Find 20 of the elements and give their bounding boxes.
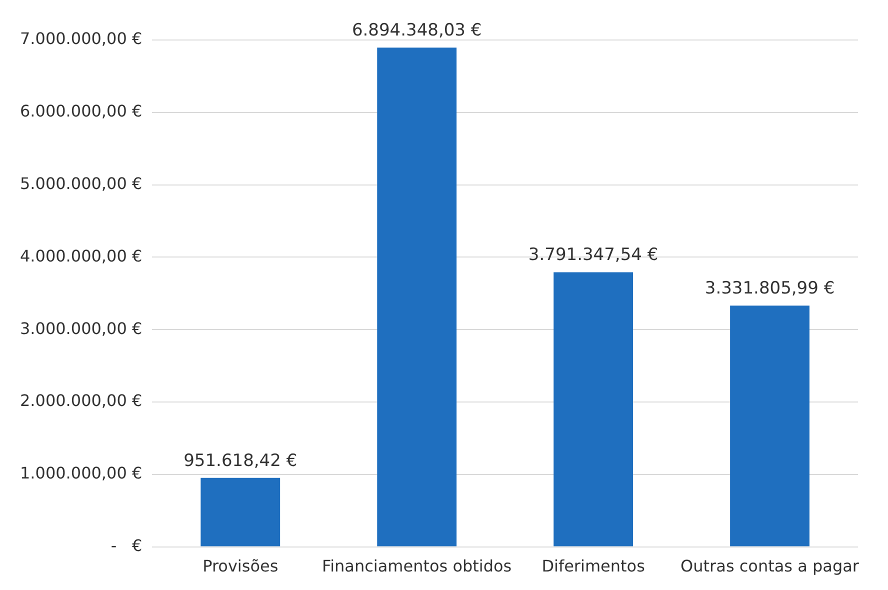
x-tick-label: Diferimentos xyxy=(542,556,645,576)
y-tick-label: 5.000.000,00 € xyxy=(20,174,142,193)
x-tick-label: Outras contas a pagar xyxy=(680,556,860,576)
data-label: 6.894.348,03 € xyxy=(352,20,482,41)
data-label: 3.331.805,99 € xyxy=(704,278,835,298)
x-tick-label: Financiamentos obtidos xyxy=(322,556,512,576)
bar xyxy=(377,48,457,546)
y-tick-label: 4.000.000,00 € xyxy=(20,246,142,266)
data-label: 951.618,42 € xyxy=(184,450,298,471)
x-tick-label: Provisões xyxy=(202,556,278,576)
bar xyxy=(554,272,634,546)
y-tick-label: 1.000.000,00 € xyxy=(20,464,142,483)
y-tick-label: 2.000.000,00 € xyxy=(20,391,142,410)
bar xyxy=(730,306,810,546)
y-tick-label: 3.000.000,00 € xyxy=(20,318,142,338)
data-label: 3.791.347,54 € xyxy=(528,245,658,266)
y-tick-label: - € xyxy=(110,536,142,555)
y-tick-label: 6.000.000,00 € xyxy=(20,102,142,121)
bar xyxy=(200,478,280,546)
y-tick-label: 7.000.000,00 € xyxy=(20,29,142,48)
